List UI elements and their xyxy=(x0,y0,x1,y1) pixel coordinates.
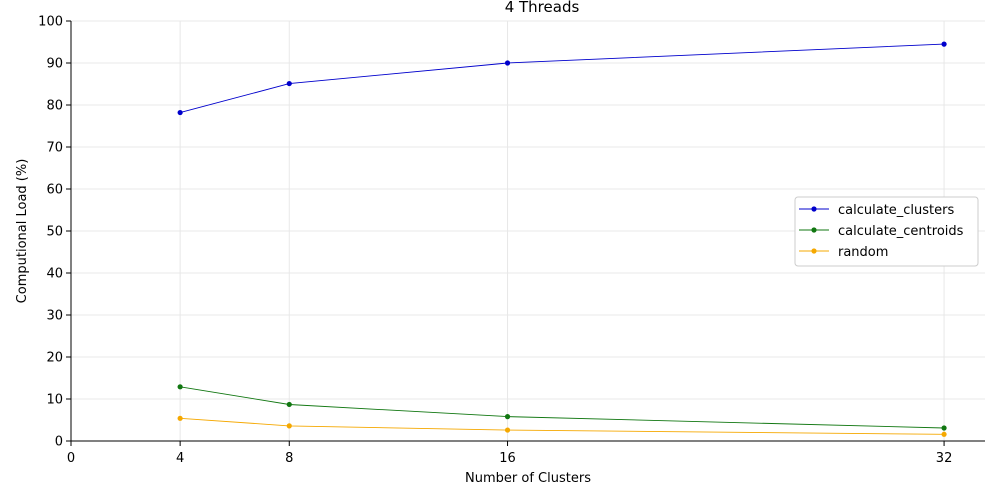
chart-title: 4 Threads xyxy=(505,0,580,16)
legend-swatch-marker xyxy=(811,248,817,254)
y-tick-label: 50 xyxy=(46,225,63,240)
series-calculate_centroids xyxy=(177,384,947,431)
x-axis-ticks: 0 4 8 16 32 xyxy=(67,441,952,466)
y-tick-label: 80 xyxy=(46,99,63,114)
legend-swatch-marker xyxy=(811,206,817,212)
data-point xyxy=(177,109,183,116)
x-tick-label: 32 xyxy=(936,451,953,466)
y-tick-label: 10 xyxy=(46,393,63,408)
series-line xyxy=(179,43,945,114)
data-point xyxy=(504,414,511,420)
legend-item: random xyxy=(799,245,888,260)
y-tick-label: 100 xyxy=(38,15,63,30)
data-point xyxy=(177,384,183,390)
legend-item: calculate_centroids xyxy=(799,224,964,239)
y-axis-ticks: 0 10 20 30 40 50 60 70 80 90 100 xyxy=(38,15,71,450)
series-random xyxy=(177,415,947,437)
y-axis-title: Computional Load (%) xyxy=(15,159,30,304)
data-point xyxy=(286,423,292,429)
data-point xyxy=(286,80,292,87)
legend: calculate_clusters calculate_centroidsran… xyxy=(794,196,979,267)
series-calculate_clusters xyxy=(177,41,947,116)
data-point xyxy=(941,431,947,437)
grid xyxy=(71,20,985,442)
y-tick-label: 70 xyxy=(46,141,63,156)
x-tick-label: 8 xyxy=(285,451,293,466)
legend-label: calculate_clusters xyxy=(838,203,954,218)
x-tick-label: 4 xyxy=(176,451,184,466)
y-tick-label: 40 xyxy=(46,267,63,282)
data-point xyxy=(504,427,511,433)
x-axis-title: Number of Clusters xyxy=(465,471,591,486)
data-point xyxy=(941,41,947,47)
data-point xyxy=(286,401,292,408)
x-tick-label: 0 xyxy=(67,451,75,466)
y-tick-label: 90 xyxy=(46,57,63,72)
data-point xyxy=(504,60,511,66)
legend-label: random xyxy=(838,245,888,260)
y-tick-label: 30 xyxy=(46,309,63,324)
x-tick-label: 16 xyxy=(499,451,516,466)
legend-swatch-marker xyxy=(811,227,817,233)
series-line xyxy=(180,386,945,429)
y-tick-label: 20 xyxy=(46,351,63,366)
legend-label: calculate_centroids xyxy=(838,224,964,239)
data-point xyxy=(177,415,183,421)
data-point xyxy=(941,425,947,431)
y-tick-label: 0 xyxy=(55,435,63,450)
legend-box xyxy=(794,196,979,267)
series-lines xyxy=(177,41,947,437)
legend-item: calculate_clusters xyxy=(799,203,954,218)
y-tick-label: 60 xyxy=(46,183,63,198)
series-line xyxy=(180,417,945,435)
